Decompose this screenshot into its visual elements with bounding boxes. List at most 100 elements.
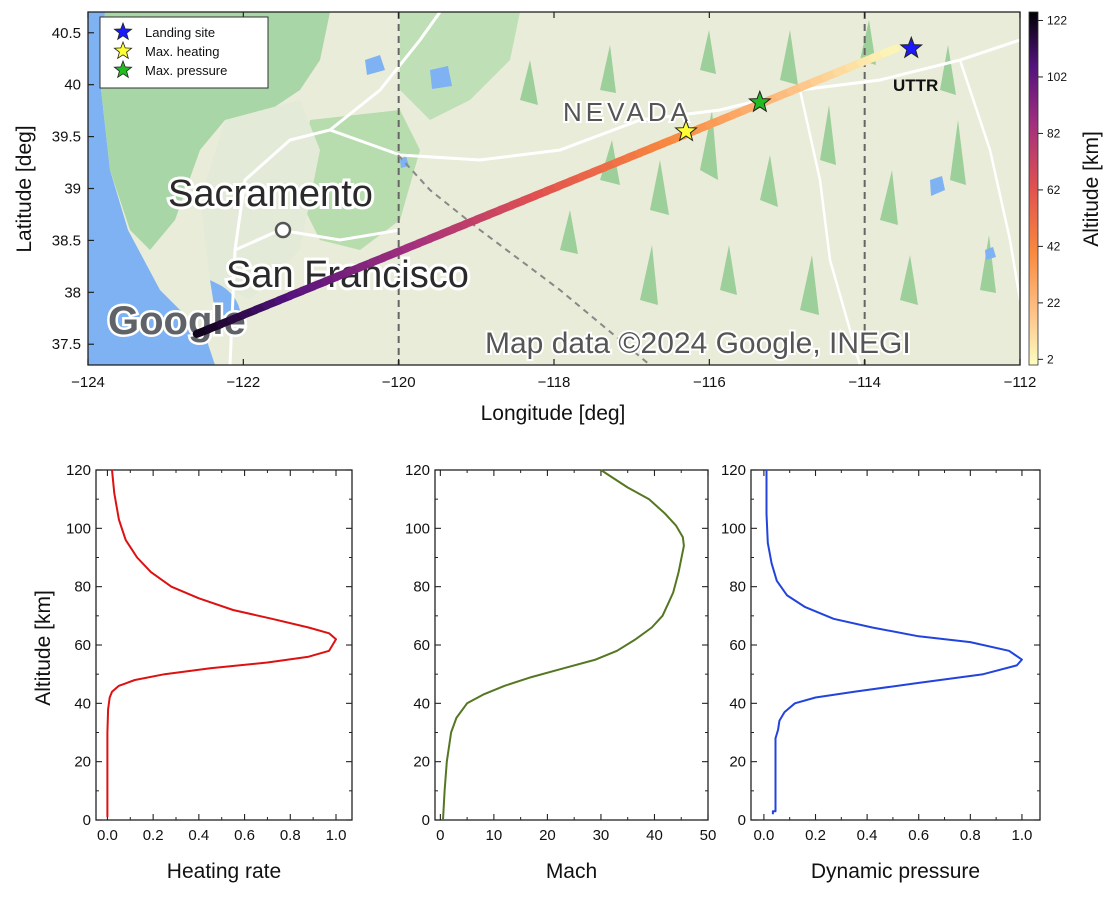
profile-panel: 0.0 0.2 0.4 0.6 0.8 1.0 0 20 40 60 80 100 120 Heating… <box>66 462 353 883</box>
y-tick-label: 120 <box>66 462 91 479</box>
y-tick-label: 80 <box>74 579 91 596</box>
marker-star <box>899 35 924 59</box>
map-label-sacramento: Sacramento <box>168 173 373 215</box>
map-y-tick-label: 38 <box>64 284 81 301</box>
y-tick-label: 0 <box>83 812 91 829</box>
map-x-tick-label: −124 <box>71 374 105 391</box>
y-tick-label: 0 <box>738 812 746 829</box>
x-tick-label: 0.4 <box>857 827 878 844</box>
map-axis-ticks: −124 −122 −120 −118 −116 −114 −112 37.5 38 38.5 39… <box>52 12 1037 391</box>
map-y-tick-label: 40 <box>64 77 81 94</box>
colorbar-tick-label: 102 <box>1047 70 1067 84</box>
map-x-tick-label: −112 <box>1004 374 1037 391</box>
y-tick-label: 20 <box>413 754 430 771</box>
trajectory-track <box>192 44 901 338</box>
x-tick-label: 1.0 <box>326 827 347 844</box>
map-attribution: Map data ©2024 Google, INEGI <box>485 327 911 360</box>
legend-star-marker <box>113 40 133 60</box>
y-tick-label: 100 <box>405 520 430 537</box>
y-tick-label: 20 <box>729 754 746 771</box>
profile-curve <box>106 469 337 818</box>
colorbar-tick-label: 2 <box>1047 352 1054 366</box>
map-panel: Sacramento San Francisco NEVADA Map data… <box>13 11 1103 425</box>
map-x-axis-label: Longitude [deg] <box>481 402 626 425</box>
profile-panels: 0.0 0.2 0.4 0.6 0.8 1.0020406080100120Heating… <box>66 462 1041 883</box>
map-label-uttr: UTTR <box>893 76 938 95</box>
y-tick-label: 60 <box>729 637 746 654</box>
map-x-tick-label: −114 <box>848 374 881 391</box>
legend-star-marker <box>113 21 133 41</box>
x-tick-label: 0.0 <box>97 827 118 844</box>
profile-x-axis-label: Mach <box>546 860 597 883</box>
colorbar-tick-label: 62 <box>1047 183 1061 197</box>
x-tick-label: 0.0 <box>753 827 774 844</box>
colorbar-tick-label: 22 <box>1047 296 1061 310</box>
profiles-y-axis-label: Altitude [km] <box>32 590 55 706</box>
y-tick-label: 40 <box>74 695 91 712</box>
x-tick-label: 0 <box>436 827 444 844</box>
map-label-nevada: NEVADA <box>563 97 692 127</box>
map-y-tick-label: 40.5 <box>52 25 81 42</box>
legend-item-label: Max. pressure <box>145 63 227 78</box>
map-y-tick-label: 37.5 <box>52 336 81 353</box>
x-tick-label: 0.2 <box>805 827 826 844</box>
x-tick-label: 50 <box>700 827 717 844</box>
y-tick-label: 120 <box>721 462 746 479</box>
panel-frame <box>95 469 353 821</box>
colorbar-tick-label: 82 <box>1047 126 1061 140</box>
x-tick-label: 30 <box>593 827 610 844</box>
y-tick-label: 0 <box>422 812 430 829</box>
profile-panel: 0 10 20 30 40 50 0 20 40 60 80 100 120 Mach <box>405 462 716 883</box>
x-tick-label: 10 <box>486 827 503 844</box>
map-x-tick-label: −122 <box>226 374 260 391</box>
map-x-tick-label: −120 <box>382 374 416 391</box>
sacramento-city-marker <box>274 221 292 239</box>
x-tick-label: 0.6 <box>234 827 255 844</box>
legend-item-label: Landing site <box>145 25 215 40</box>
y-tick-label: 20 <box>74 754 91 771</box>
map-x-tick-label: −116 <box>693 374 726 391</box>
y-tick-label: 80 <box>729 579 746 596</box>
x-tick-label: 0.6 <box>908 827 929 844</box>
y-tick-label: 60 <box>74 637 91 654</box>
x-tick-label: 0.2 <box>143 827 164 844</box>
profile-curve <box>765 470 1023 815</box>
x-tick-label: 0.8 <box>960 827 981 844</box>
map-y-tick-label: 39.5 <box>52 129 81 146</box>
map-y-tick-label: 38.5 <box>52 232 81 249</box>
panel-frame <box>434 469 709 821</box>
google-logo: Google <box>108 299 246 343</box>
y-tick-label: 40 <box>729 695 746 712</box>
y-tick-label: 100 <box>721 520 746 537</box>
panel-frame <box>750 469 1041 821</box>
trajectory-markers <box>674 35 924 142</box>
y-tick-label: 80 <box>413 579 430 596</box>
legend-star-marker <box>113 59 133 79</box>
profile-x-axis-label: Dynamic pressure <box>811 860 980 883</box>
map-x-tick-label: −118 <box>538 374 571 391</box>
colorbar-label: Altitude [km] <box>1080 131 1103 247</box>
profile-panel: 0.0 0.2 0.4 0.6 0.8 1.0 0 20 40 60 80 100 120 Dynamic… <box>721 462 1041 883</box>
y-tick-label: 60 <box>413 637 430 654</box>
y-tick-label: 40 <box>413 695 430 712</box>
x-tick-label: 0.8 <box>280 827 301 844</box>
x-tick-label: 20 <box>539 827 556 844</box>
profile-x-axis-label: Heating rate <box>167 860 281 883</box>
colorbar-gradient <box>1028 11 1039 366</box>
colorbar-tick-label: 122 <box>1047 13 1067 27</box>
map-y-axis-label: Latitude [deg] <box>13 125 36 252</box>
x-tick-label: 40 <box>646 827 663 844</box>
colorbar-tick-label: 42 <box>1047 239 1061 253</box>
map-legend: Landing site Max. heating Max. pressure <box>99 16 269 89</box>
y-tick-label: 120 <box>405 462 430 479</box>
marker-star <box>748 89 772 113</box>
marker-star <box>674 118 698 142</box>
trajectory-segment <box>880 44 901 58</box>
legend-item-label: Max. heating <box>145 44 219 59</box>
x-tick-label: 0.4 <box>188 827 209 844</box>
profile-curve <box>442 469 685 821</box>
